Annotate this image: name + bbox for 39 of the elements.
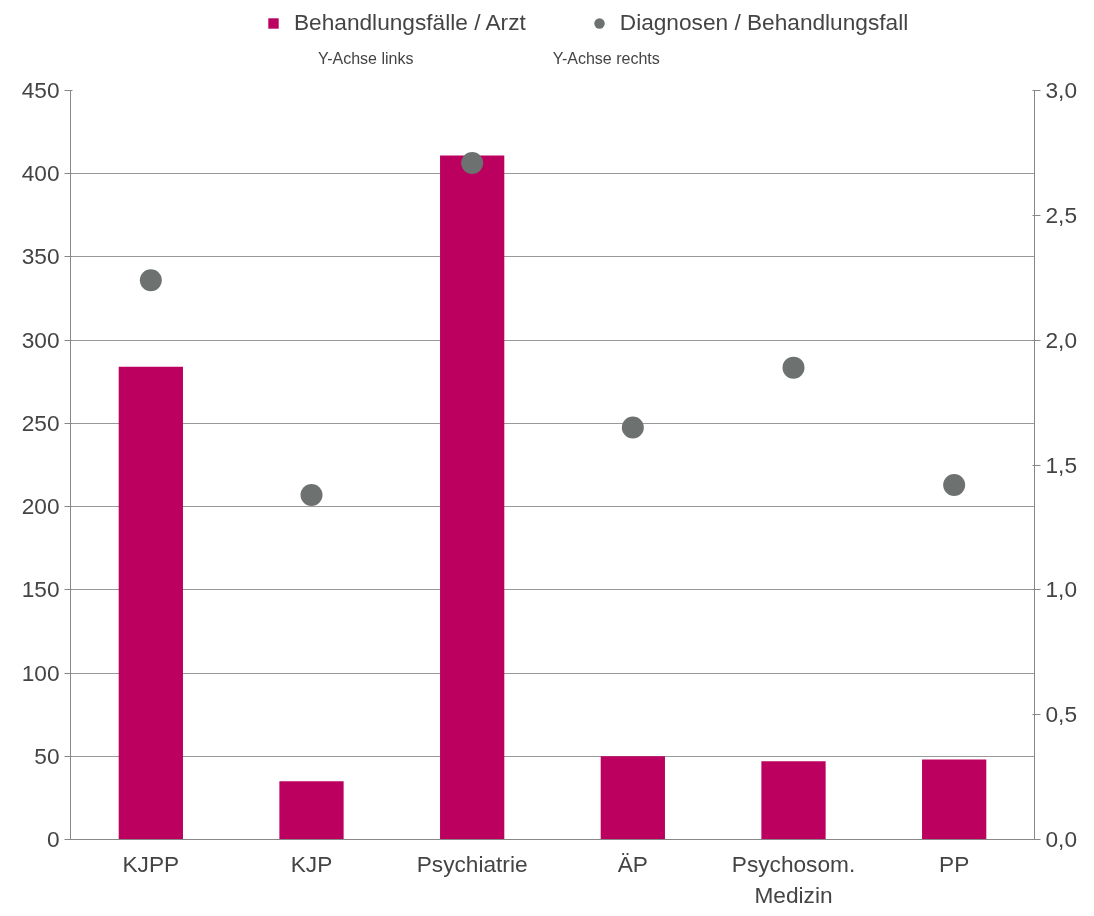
bar: [440, 155, 505, 840]
y-tick-label: 200: [21, 493, 60, 520]
y2-tick-label: 3,0: [1045, 77, 1077, 103]
x-tick-label: KJP: [290, 850, 333, 877]
y-tick-label: 100: [21, 659, 60, 686]
y2-tick-label: 1,0: [1045, 576, 1077, 603]
y-tick-label: 0: [46, 826, 60, 852]
point: [300, 483, 323, 506]
y-tick-label: 300: [21, 326, 60, 353]
bar: [279, 781, 344, 840]
y2-tick-label: 1,5: [1045, 451, 1077, 478]
bar: [922, 759, 987, 840]
bar: [761, 761, 826, 840]
point: [782, 356, 805, 379]
x-tick-label: Psychosom. Medizin: [731, 850, 856, 908]
y-tick-label: 250: [21, 409, 60, 436]
point: [943, 474, 966, 496]
point: [139, 269, 162, 292]
legend-label: Diagnosen / Behandlungsfall: [619, 9, 909, 36]
bar: [600, 756, 665, 840]
point: [461, 151, 484, 174]
text: Y-Achse links: [317, 49, 414, 67]
y-tick-label: 350: [21, 243, 60, 270]
y-tick-label: 400: [21, 160, 60, 187]
y2-tick-label: 2,0: [1045, 326, 1077, 353]
x-tick-label: PP: [939, 850, 970, 877]
y-tick-label: 450: [21, 77, 60, 103]
bar: [118, 366, 183, 840]
text: Y-Achse rechts: [552, 49, 660, 67]
y-tick-label: 50: [34, 742, 60, 769]
y2-tick-label: 0,5: [1045, 701, 1077, 728]
x-tick-label: ÄP: [617, 850, 648, 877]
y2-tick-label: 0,0: [1045, 826, 1077, 852]
point: [621, 416, 644, 439]
legend-label: Behandlungsfälle / Arzt: [294, 9, 526, 36]
y-tick-label: 150: [21, 576, 60, 603]
y2-tick-label: 2,5: [1045, 201, 1077, 228]
x-tick-label: Psychiatrie: [416, 850, 528, 877]
x-tick-label: KJPP: [122, 850, 180, 877]
